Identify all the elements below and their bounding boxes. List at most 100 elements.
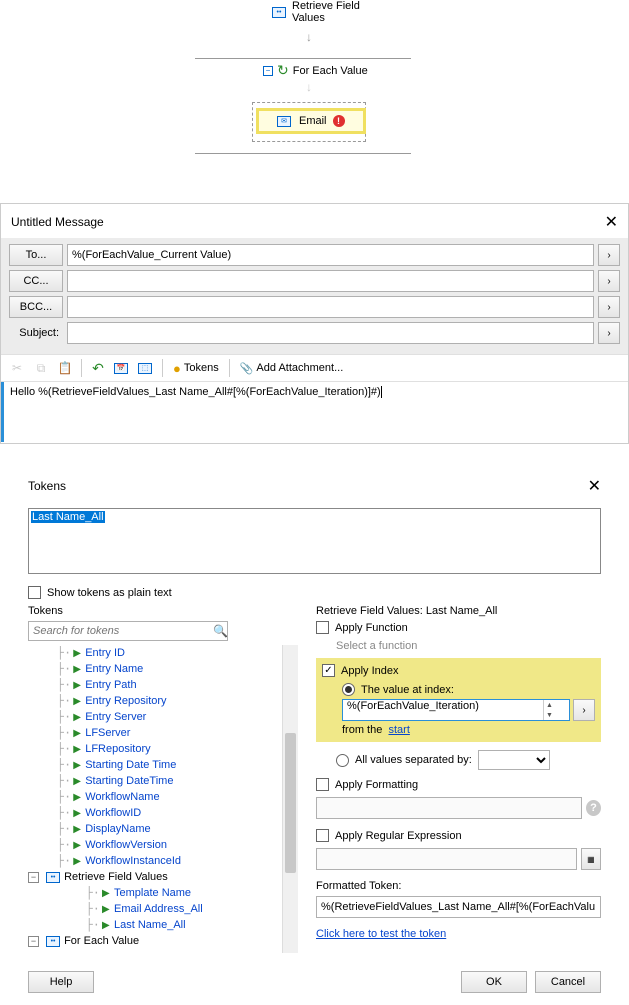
subject-label: Subject: — [9, 322, 63, 344]
index-token-picker[interactable]: › — [573, 699, 595, 721]
arrow-icon: ↓ — [306, 80, 312, 94]
email-node[interactable]: ✉ Email ! — [256, 108, 366, 134]
email-icon: ✉ — [277, 116, 291, 127]
tree-item[interactable]: ├·▶WorkflowID — [28, 805, 298, 821]
tree-item[interactable]: ├·▶Last Name_All — [28, 917, 298, 933]
close-icon[interactable]: ✕ — [605, 212, 618, 232]
selection-header: Retrieve Field Values: Last Name_All — [316, 605, 601, 617]
apply-function-checkbox[interactable] — [316, 621, 329, 634]
tree-item[interactable]: ├·▶WorkflowInstanceId — [28, 853, 298, 869]
ok-button[interactable]: OK — [461, 971, 527, 993]
function-hint: Select a function — [336, 640, 601, 652]
index-value-input[interactable]: %(ForEachValue_Iteration) ▲▼ — [342, 699, 570, 721]
body-text: Hello %(RetrieveFieldValues_Last Name_Al… — [10, 386, 381, 398]
tree-item[interactable]: ├·▶Entry Server — [28, 709, 298, 725]
node-label: Email — [299, 115, 327, 127]
tree-item[interactable]: ├·▶Starting DateTime — [28, 773, 298, 789]
apply-regex-checkbox[interactable] — [316, 829, 329, 842]
separator — [162, 359, 163, 377]
tokens-dialog: Tokens ✕ Last Name_All Show tokens as pl… — [0, 472, 629, 1005]
value-at-index-label: The value at index: — [361, 684, 454, 696]
tree-item[interactable]: ├·▶Template Name — [28, 885, 298, 901]
test-token-link[interactable]: Click here to test the token — [316, 928, 446, 940]
tree-item[interactable]: ├·▶WorkflowVersion — [28, 837, 298, 853]
tokens-tree[interactable]: ├·▶Entry ID ├·▶Entry Name ├·▶Entry Path … — [28, 645, 298, 953]
plaintext-checkbox[interactable] — [28, 586, 41, 599]
apply-formatting-checkbox[interactable] — [316, 778, 329, 791]
regex-builder-button[interactable]: ▦ — [581, 848, 601, 870]
tree-item[interactable]: ├·▶Entry Repository — [28, 693, 298, 709]
help-button[interactable]: Help — [28, 971, 94, 993]
to-input[interactable] — [67, 244, 594, 266]
cc-button[interactable]: CC... — [9, 270, 63, 292]
tokens-tree-panel: Tokens 🔍 ├·▶Entry ID ├·▶Entry Name ├·▶En… — [28, 605, 298, 953]
subject-input[interactable] — [67, 322, 594, 344]
tree-item[interactable]: ├·▶LFServer — [28, 725, 298, 741]
formatting-input[interactable] — [316, 797, 582, 819]
selected-token-text: Last Name_All — [31, 511, 105, 523]
search-input[interactable] — [28, 621, 228, 641]
bcc-token-picker[interactable]: › — [598, 296, 620, 318]
tokens-button[interactable]: ●Tokens — [169, 361, 223, 376]
spinner[interactable]: ▲▼ — [543, 700, 555, 720]
field-button[interactable]: ⬚ — [136, 358, 156, 378]
apply-index-section: Apply Index The value at index: %(ForEac… — [316, 658, 601, 742]
foreach-node[interactable]: − ↻ For Each Value — [263, 62, 368, 79]
formatted-token-label: Formatted Token: — [316, 880, 601, 892]
cancel-button[interactable]: Cancel — [535, 971, 601, 993]
formatted-token-output[interactable] — [316, 896, 601, 918]
collapse-icon[interactable]: − — [263, 66, 273, 76]
editor-toolbar: ✂ ⧉ 📋 ↶ 📅 ⬚ ●Tokens 📎Add Attachment... — [1, 354, 628, 382]
tree-item[interactable]: ├·▶DisplayName — [28, 821, 298, 837]
cut-button[interactable]: ✂ — [7, 358, 27, 378]
message-window: Untitled Message ✕ To... › CC... › BCC..… — [0, 203, 629, 444]
close-icon[interactable]: ✕ — [588, 476, 601, 496]
tree-scrollbar[interactable] — [282, 645, 298, 953]
help-icon[interactable]: ? — [586, 800, 601, 816]
undo-button[interactable]: ↶ — [88, 358, 108, 378]
tree-branch[interactable]: − ••For Each Value — [28, 933, 298, 949]
divider — [195, 153, 411, 154]
copy-button[interactable]: ⧉ — [31, 358, 51, 378]
apply-function-label: Apply Function — [335, 622, 408, 634]
all-values-label: All values separated by: — [355, 754, 472, 766]
search-icon[interactable]: 🔍 — [213, 624, 228, 638]
tree-item[interactable]: ├·▶WorkflowName — [28, 789, 298, 805]
retrieve-field-values-node[interactable]: •• Retrieve Field Values — [272, 0, 360, 24]
paste-button[interactable]: 📋 — [55, 358, 75, 378]
tree-item[interactable]: ├·▶Starting Date Time — [28, 757, 298, 773]
token-options-panel: Retrieve Field Values: Last Name_All App… — [316, 605, 601, 953]
bcc-button[interactable]: BCC... — [9, 296, 63, 318]
tree-item[interactable]: ├·▶Email Address_All — [28, 901, 298, 917]
tree-item[interactable]: ├·▶Entry Name — [28, 661, 298, 677]
regex-input[interactable] — [316, 848, 577, 870]
apply-index-checkbox[interactable] — [322, 664, 335, 677]
cc-input[interactable] — [67, 270, 594, 292]
to-token-picker[interactable]: › — [598, 244, 620, 266]
message-body[interactable]: Hello %(RetrieveFieldValues_Last Name_Al… — [1, 382, 628, 442]
cc-token-picker[interactable]: › — [598, 270, 620, 292]
workflow-diagram: •• Retrieve Field Values ↓ − ↻ For Each … — [0, 0, 629, 155]
tree-item[interactable]: ├·▶LFRepository — [28, 741, 298, 757]
divider — [195, 58, 411, 59]
separator-select[interactable] — [478, 750, 550, 770]
attachment-button[interactable]: 📎Add Attachment... — [236, 362, 348, 375]
node-label: For Each Value — [293, 65, 368, 77]
apply-regex-label: Apply Regular Expression — [335, 830, 462, 842]
to-button[interactable]: To... — [9, 244, 63, 266]
tree-item[interactable]: ├·▶Entry Path — [28, 677, 298, 693]
tree-item[interactable]: ├·▶Entry ID — [28, 645, 298, 661]
scrollbar-thumb[interactable] — [285, 733, 296, 873]
value-at-index-radio[interactable] — [342, 683, 355, 696]
bcc-input[interactable] — [67, 296, 594, 318]
loop-icon: ↻ — [277, 62, 289, 79]
date-button[interactable]: 📅 — [112, 358, 132, 378]
subject-token-picker[interactable]: › — [598, 322, 620, 344]
token-expression-input[interactable]: Last Name_All — [28, 508, 601, 574]
window-title: Untitled Message — [11, 215, 104, 229]
all-values-radio[interactable] — [336, 754, 349, 767]
tree-branch[interactable]: − ••Retrieve Field Values — [28, 869, 298, 885]
node-label: Values — [292, 12, 360, 24]
start-link[interactable]: start — [388, 724, 409, 736]
dialog-title: Tokens — [28, 479, 66, 493]
